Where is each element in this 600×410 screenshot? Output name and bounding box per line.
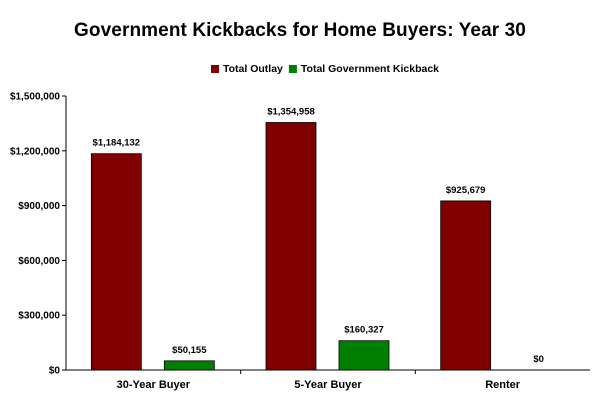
- bar-total-outlay: [265, 122, 317, 371]
- data-label: $1,184,132: [93, 138, 141, 149]
- data-label: $50,155: [172, 345, 207, 356]
- x-category-label: Renter: [485, 379, 521, 391]
- data-label: $160,327: [344, 325, 384, 336]
- legend-swatch-1: [211, 65, 219, 73]
- bar-total-government-kickback: [163, 360, 215, 371]
- chart-title: Government Kickbacks for Home Buyers: Ye…: [74, 20, 526, 41]
- x-category-label: 5-Year Buyer: [294, 379, 362, 391]
- data-label: $0: [533, 354, 544, 365]
- legend-swatch-2: [288, 65, 297, 73]
- data-label: $1,354,958: [267, 106, 315, 117]
- y-tick-label: $1,200,000: [10, 146, 60, 157]
- legend-label-2: Total Government Kickback: [301, 63, 439, 75]
- bar-total-outlay: [440, 200, 492, 371]
- legend-label-1: Total Outlay: [223, 63, 283, 75]
- data-label: $925,679: [446, 185, 486, 196]
- y-tick-label: $600,000: [18, 256, 60, 267]
- bar-total-government-kickback: [338, 340, 390, 371]
- y-tick-label: $900,000: [18, 201, 60, 212]
- y-tick-label: $0: [49, 366, 61, 377]
- y-tick-label: $1,500,000: [10, 92, 60, 103]
- y-tick-label: $300,000: [18, 311, 60, 322]
- bar-total-outlay: [90, 153, 142, 371]
- x-category-label: 30-Year Buyer: [117, 379, 191, 391]
